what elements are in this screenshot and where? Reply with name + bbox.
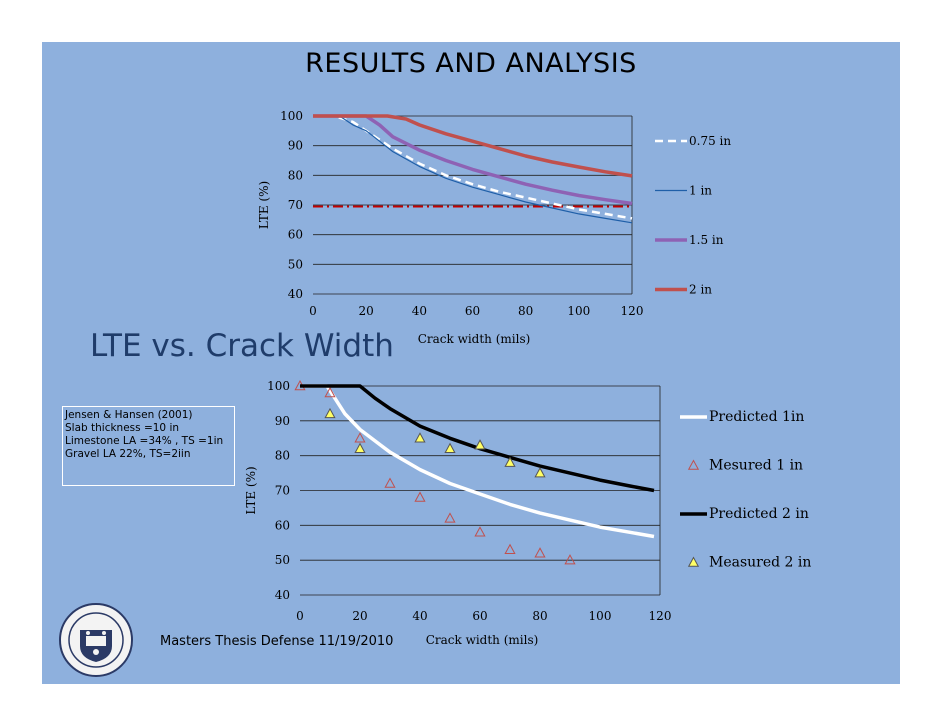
y-tick-label: 40 [275, 588, 290, 602]
data-point-marker [324, 386, 336, 398]
x-tick-label: 60 [465, 304, 480, 318]
data-point-marker [354, 442, 366, 453]
legend-label: 0.75 in [689, 134, 731, 148]
legend-swatch [687, 556, 700, 567]
data-point-marker [474, 526, 486, 537]
citation-line: Gravel LA 22%, TS=2iin [65, 448, 191, 460]
data-point-marker [504, 543, 516, 554]
data-point-marker [384, 477, 396, 488]
citation-line: Slab thickness =10 in [65, 422, 180, 434]
legend-label: Predicted 2 in [709, 506, 809, 522]
y-tick-label: 50 [275, 553, 290, 567]
y-tick-label: 80 [288, 168, 303, 182]
x-tick-label: 0 [296, 609, 304, 623]
slide: RESULTS AND ANALYSIS LTE vs. Crack Width… [42, 42, 900, 684]
data-point-marker [504, 456, 516, 467]
slide-subtitle: LTE vs. Crack Width [90, 328, 394, 364]
citation-line: Limestone LA =34% , TS =1in [65, 435, 224, 447]
data-point-marker [474, 439, 486, 450]
series-line [313, 114, 633, 220]
y-tick-label: 40 [288, 287, 303, 301]
y-tick-label: 90 [288, 139, 303, 153]
series-line [300, 384, 655, 539]
x-tick-label: 60 [472, 609, 487, 623]
data-point-marker [324, 407, 336, 419]
data-point-marker [534, 547, 546, 558]
x-tick-label: 100 [589, 609, 612, 623]
y-tick-label: 70 [275, 484, 290, 498]
legend-label: 1.5 in [689, 233, 724, 247]
x-tick-label: 120 [649, 609, 672, 623]
data-point-marker [444, 512, 456, 523]
series-line [313, 115, 633, 224]
x-tick-label: 40 [412, 609, 427, 623]
legend-label: Mesured 1 in [709, 458, 803, 474]
slide-title: RESULTS AND ANALYSIS [305, 48, 637, 79]
y-tick-label: 70 [288, 198, 303, 212]
x-tick-label: 40 [412, 304, 427, 318]
legend-label: 1 in [689, 184, 712, 198]
x-tick-label: 80 [532, 609, 547, 623]
x-tick-label: 0 [309, 304, 317, 318]
legend-label: 2 in [689, 283, 712, 297]
y-tick-label: 90 [275, 414, 290, 428]
x-tick-label: 20 [352, 609, 367, 623]
data-point-marker [414, 491, 426, 502]
x-tick-label: 80 [518, 304, 533, 318]
data-point-marker [534, 467, 546, 478]
series-line [313, 114, 633, 206]
y-axis-label: LTE (%) [257, 181, 271, 229]
y-tick-label: 60 [288, 228, 303, 242]
x-axis-label: Crack width (mils) [418, 332, 531, 346]
y-tick-label: 80 [275, 449, 290, 463]
y-tick-label: 50 [288, 257, 303, 271]
legend-label: Measured 2 in [709, 555, 811, 571]
y-tick-label: 100 [267, 379, 290, 393]
series-line [300, 384, 655, 493]
legend-label: Predicted 1in [709, 409, 804, 425]
data-point-marker [414, 432, 426, 443]
data-point-marker [444, 442, 456, 453]
citation-box: Jensen & Hansen (2001) Slab thickness =1… [62, 406, 235, 486]
x-tick-label: 20 [359, 304, 374, 318]
x-tick-label: 120 [621, 304, 644, 318]
citation-line: Jensen & Hansen (2001) [65, 409, 193, 421]
y-axis-label: LTE (%) [244, 466, 258, 514]
university-seal-logo [59, 603, 133, 677]
legend-swatch [687, 459, 700, 470]
y-tick-label: 60 [275, 518, 290, 532]
data-point-marker [564, 554, 576, 565]
x-axis-label: Crack width (mils) [426, 633, 539, 647]
series-line [313, 114, 633, 178]
footer-text: Masters Thesis Defense 11/19/2010 [160, 634, 394, 649]
x-tick-label: 100 [567, 304, 590, 318]
data-point-marker [354, 432, 366, 443]
y-tick-label: 100 [280, 109, 303, 123]
